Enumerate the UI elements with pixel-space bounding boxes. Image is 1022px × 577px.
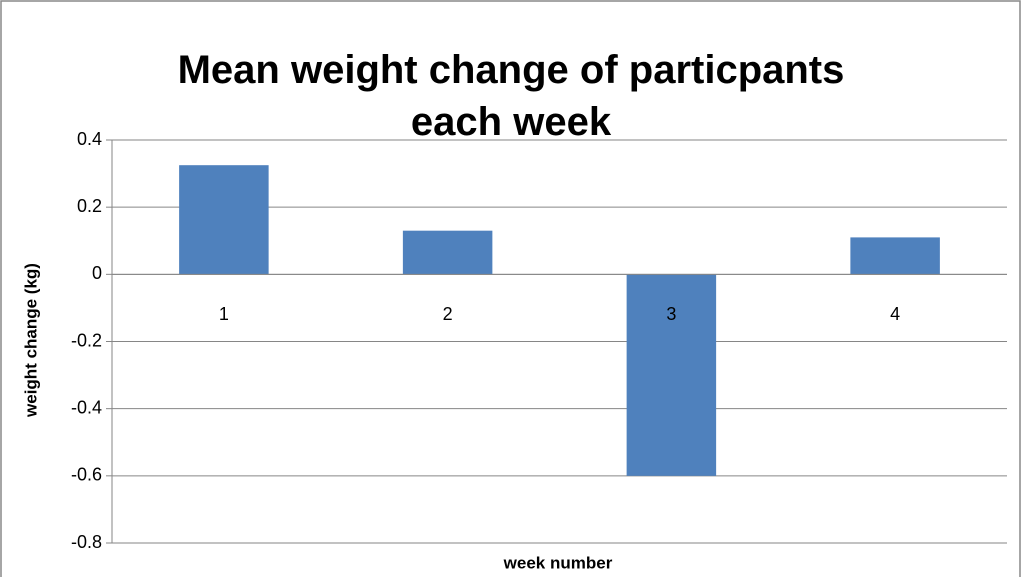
y-tick-label: -0.4 [71,397,102,417]
y-tick-label: 0.2 [77,196,102,216]
bar [402,230,493,275]
x-axis-label: week number [503,553,613,572]
x-tick-label: 1 [219,304,229,324]
chart-title: Mean weight change of particpants each w… [177,48,845,144]
bar [850,237,940,275]
x-tick-label: 2 [443,304,453,324]
x-tick-label: 4 [890,304,900,324]
y-tick-label: 0 [92,263,102,283]
bar [626,274,717,476]
y-tick-label: -0.2 [71,330,102,350]
y-tick-label: -0.8 [71,532,102,552]
bar [179,165,269,275]
y-tick-label: 0.4 [77,129,102,149]
y-axis-label: weight change (kg) [21,263,40,418]
y-tick-label: -0.6 [71,465,102,485]
x-tick-label: 3 [666,304,676,324]
